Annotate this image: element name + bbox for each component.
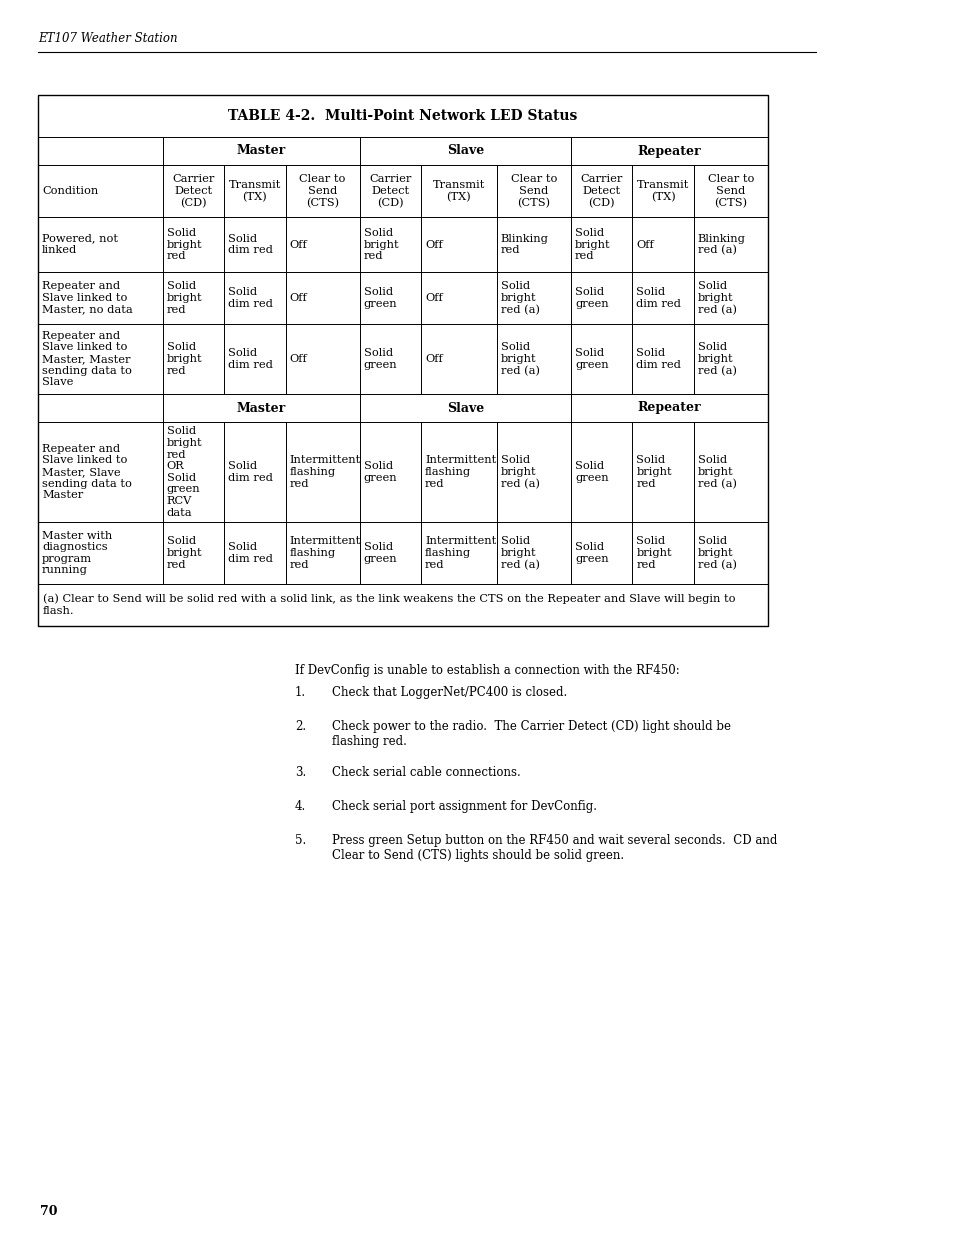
Text: Solid
green: Solid green bbox=[575, 461, 608, 483]
Text: Off: Off bbox=[290, 354, 307, 364]
Text: Solid
bright
red: Solid bright red bbox=[363, 228, 399, 261]
Text: Carrier
Detect
(CD): Carrier Detect (CD) bbox=[172, 174, 214, 207]
Text: Solid
dim red: Solid dim red bbox=[228, 233, 273, 256]
Text: Transmit
(TX): Transmit (TX) bbox=[433, 180, 485, 203]
Text: Repeater: Repeater bbox=[637, 401, 700, 415]
Text: Check that LoggerNet/PC400 is closed.: Check that LoggerNet/PC400 is closed. bbox=[332, 685, 567, 699]
Text: Clear to
Send
(CTS): Clear to Send (CTS) bbox=[707, 174, 754, 207]
Text: Transmit
(TX): Transmit (TX) bbox=[637, 180, 689, 203]
Text: Solid
bright
red: Solid bright red bbox=[575, 228, 610, 261]
Text: Check power to the radio.  The Carrier Detect (CD) light should be
flashing red.: Check power to the radio. The Carrier De… bbox=[332, 720, 730, 748]
Text: 5.: 5. bbox=[294, 834, 306, 847]
Text: Solid
green: Solid green bbox=[363, 542, 396, 564]
Text: Solid
dim red: Solid dim red bbox=[228, 542, 273, 564]
Text: Off: Off bbox=[425, 354, 442, 364]
Text: 2.: 2. bbox=[294, 720, 306, 734]
Text: Carrier
Detect
(CD): Carrier Detect (CD) bbox=[580, 174, 622, 207]
Text: Solid
dim red: Solid dim red bbox=[228, 348, 273, 369]
Text: Solid
bright
red: Solid bright red bbox=[636, 536, 671, 569]
Text: Master: Master bbox=[236, 401, 286, 415]
Text: Intermittent
flashing
red: Intermittent flashing red bbox=[425, 536, 496, 569]
Text: Solid
bright
red: Solid bright red bbox=[167, 228, 202, 261]
Text: Solid
green: Solid green bbox=[363, 288, 396, 309]
Text: Master with
diagnostics
program
running: Master with diagnostics program running bbox=[42, 531, 112, 576]
Text: If DevConfig is unable to establish a connection with the RF450:: If DevConfig is unable to establish a co… bbox=[294, 664, 679, 677]
Text: Solid
dim red: Solid dim red bbox=[636, 348, 680, 369]
Text: Clear to
Send
(CTS): Clear to Send (CTS) bbox=[299, 174, 345, 207]
Text: Solid
bright
red: Solid bright red bbox=[167, 282, 202, 315]
Text: Powered, not
linked: Powered, not linked bbox=[42, 233, 118, 256]
Text: 1.: 1. bbox=[294, 685, 306, 699]
Text: Blinking
red: Blinking red bbox=[500, 233, 548, 256]
Text: TABLE 4-2.  Multi-Point Network LED Status: TABLE 4-2. Multi-Point Network LED Statu… bbox=[228, 109, 578, 124]
Text: Solid
bright
red: Solid bright red bbox=[167, 342, 202, 375]
Text: Off: Off bbox=[425, 293, 442, 303]
Text: Solid
bright
red (a): Solid bright red (a) bbox=[698, 456, 736, 489]
Text: Intermittent
flashing
red: Intermittent flashing red bbox=[290, 456, 360, 489]
Text: Solid
dim red: Solid dim red bbox=[228, 288, 273, 309]
Text: Solid
green: Solid green bbox=[575, 288, 608, 309]
Text: Solid
bright
red (a): Solid bright red (a) bbox=[698, 342, 736, 375]
Text: Repeater and
Slave linked to
Master, Master
sending data to
Slave: Repeater and Slave linked to Master, Mas… bbox=[42, 331, 132, 388]
Text: Solid
dim red: Solid dim red bbox=[636, 288, 680, 309]
Text: Off: Off bbox=[290, 240, 307, 249]
Text: Solid
bright
red (a): Solid bright red (a) bbox=[500, 456, 539, 489]
Text: Press green Setup button on the RF450 and wait several seconds.  CD and
Clear to: Press green Setup button on the RF450 an… bbox=[332, 834, 777, 862]
Text: (a) Clear to Send will be solid red with a solid link, as the link weakens the C: (a) Clear to Send will be solid red with… bbox=[43, 594, 735, 616]
Text: Off: Off bbox=[290, 293, 307, 303]
Text: Repeater and
Slave linked to
Master, Slave
sending data to
Master: Repeater and Slave linked to Master, Sla… bbox=[42, 443, 132, 500]
Text: Solid
bright
red: Solid bright red bbox=[167, 536, 202, 569]
Text: 70: 70 bbox=[40, 1205, 57, 1218]
Text: Solid
green: Solid green bbox=[575, 542, 608, 564]
Text: Solid
green: Solid green bbox=[575, 348, 608, 369]
Text: Solid
bright
red: Solid bright red bbox=[636, 456, 671, 489]
Text: Solid
bright
red (a): Solid bright red (a) bbox=[698, 282, 736, 315]
Text: Solid
bright
red (a): Solid bright red (a) bbox=[500, 342, 539, 375]
Text: Condition: Condition bbox=[42, 186, 98, 196]
Text: Off: Off bbox=[636, 240, 654, 249]
Text: Solid
bright
red (a): Solid bright red (a) bbox=[500, 536, 539, 569]
Text: Solid
bright
red (a): Solid bright red (a) bbox=[698, 536, 736, 569]
Text: Clear to
Send
(CTS): Clear to Send (CTS) bbox=[510, 174, 557, 207]
Text: Blinking
red (a): Blinking red (a) bbox=[698, 233, 745, 256]
Text: Slave: Slave bbox=[446, 144, 483, 158]
Text: Solid
green: Solid green bbox=[363, 461, 396, 483]
Text: ET107 Weather Station: ET107 Weather Station bbox=[38, 32, 177, 44]
Text: Slave: Slave bbox=[446, 401, 483, 415]
Text: 3.: 3. bbox=[294, 766, 306, 779]
Text: Carrier
Detect
(CD): Carrier Detect (CD) bbox=[369, 174, 411, 207]
Text: Intermittent
flashing
red: Intermittent flashing red bbox=[290, 536, 360, 569]
Text: Solid
bright
red
OR
Solid
green
RCV
data: Solid bright red OR Solid green RCV data bbox=[167, 426, 202, 517]
Text: Solid
dim red: Solid dim red bbox=[228, 461, 273, 483]
Text: Solid
green: Solid green bbox=[363, 348, 396, 369]
Text: Transmit
(TX): Transmit (TX) bbox=[229, 180, 281, 203]
Text: Check serial port assignment for DevConfig.: Check serial port assignment for DevConf… bbox=[332, 800, 597, 813]
Text: Master: Master bbox=[236, 144, 286, 158]
Text: Intermittent
flashing
red: Intermittent flashing red bbox=[425, 456, 496, 489]
Text: Off: Off bbox=[425, 240, 442, 249]
Text: Solid
bright
red (a): Solid bright red (a) bbox=[500, 282, 539, 315]
Text: Repeater: Repeater bbox=[637, 144, 700, 158]
Text: Repeater and
Slave linked to
Master, no data: Repeater and Slave linked to Master, no … bbox=[42, 282, 132, 315]
Text: Check serial cable connections.: Check serial cable connections. bbox=[332, 766, 520, 779]
Text: 4.: 4. bbox=[294, 800, 306, 813]
